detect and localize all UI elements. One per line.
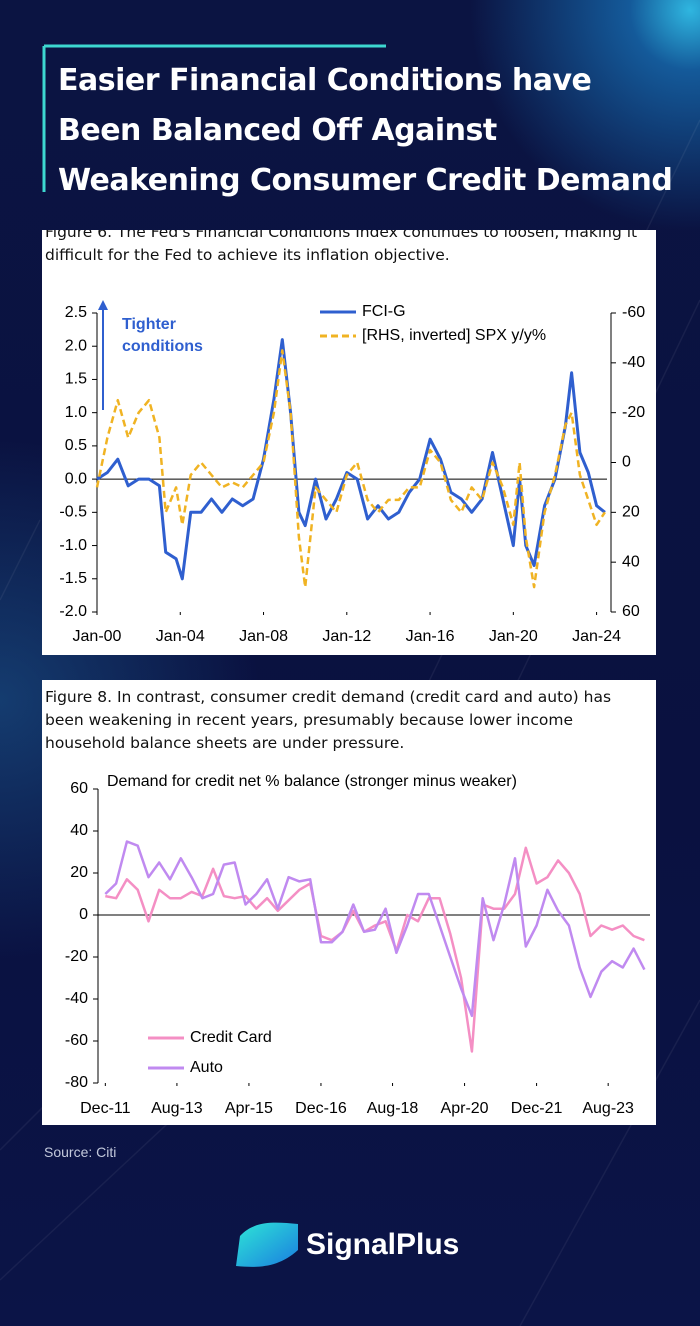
y2-tick-label: 60 <box>622 603 640 620</box>
y-tick-label: -60 <box>65 1032 88 1049</box>
source: Source: Citi <box>44 1144 117 1160</box>
x-tick-label: Apr-20 <box>441 1100 489 1117</box>
x-tick-label: Jan-16 <box>406 628 455 645</box>
legend-label: Credit Card <box>190 1029 272 1046</box>
y-tick-label: 0.0 <box>65 470 87 487</box>
chart-panel <box>42 230 656 655</box>
y-tick-label: 60 <box>70 780 88 797</box>
series-line <box>96 338 606 581</box>
y2-tick-label: 40 <box>622 553 640 570</box>
y-tick-label: -20 <box>65 948 88 965</box>
chart-title: Figure 6. The Fed's Financial Conditions… <box>45 230 638 264</box>
y2-tick-label: -40 <box>622 354 645 371</box>
logo-icon <box>236 1222 298 1267</box>
x-tick-label: Dec-11 <box>80 1100 130 1117</box>
y-tick-label: 0.5 <box>65 437 87 454</box>
series-line <box>104 840 646 1018</box>
chart-title-clip: Figure 6. The Fed's Financial Conditions… <box>42 230 656 290</box>
chart-title: Figure 8. In contrast, consumer credit d… <box>45 688 612 752</box>
y2-tick-label: 0 <box>622 454 631 471</box>
y-tick-label: -2.0 <box>59 603 87 620</box>
x-tick-label: Jan-24 <box>572 628 621 645</box>
annotation-arrowhead <box>98 300 108 310</box>
brand: SignalPlus <box>306 1228 460 1261</box>
series-line <box>95 349 606 589</box>
x-tick-label: Jan-20 <box>489 628 538 645</box>
y-tick-label: 2.5 <box>65 304 87 321</box>
x-tick-label: Jan-12 <box>322 628 371 645</box>
y-tick-label: 1.5 <box>65 371 87 388</box>
series-line <box>105 846 645 1053</box>
y-tick-label: 2.0 <box>65 337 87 354</box>
x-tick-label: Dec-16 <box>295 1100 347 1117</box>
x-tick-label: Jan-04 <box>156 628 205 645</box>
y-tick-label: -1.0 <box>59 537 87 554</box>
legend-label: Auto <box>190 1059 223 1076</box>
y-tick-label: -0.5 <box>59 504 87 521</box>
y2-tick-label: 20 <box>622 504 640 521</box>
chart-subtitle: Demand for credit net % balance (stronge… <box>107 773 517 790</box>
y-tick-label: 20 <box>70 864 88 881</box>
y-tick-label: -80 <box>65 1074 88 1091</box>
x-tick-label: Aug-23 <box>582 1100 634 1117</box>
legend-label: FCI-G <box>362 303 406 320</box>
y-tick-label: -1.5 <box>59 570 87 587</box>
y-tick-label: 0 <box>79 906 88 923</box>
x-tick-label: Aug-13 <box>151 1100 203 1117</box>
x-tick-label: Apr-15 <box>225 1100 273 1117</box>
page-title: Easier Financial Conditions have Been Ba… <box>58 63 673 198</box>
x-tick-label: Aug-18 <box>367 1100 419 1117</box>
x-tick-label: Dec-21 <box>511 1100 563 1117</box>
y-tick-label: 40 <box>70 822 88 839</box>
annotation: Tighter conditions <box>122 316 203 355</box>
x-tick-label: Jan-00 <box>73 628 122 645</box>
y2-tick-label: -60 <box>622 304 645 321</box>
y2-tick-label: -20 <box>622 404 645 421</box>
y-tick-label: -40 <box>65 990 88 1007</box>
legend-label: [RHS, inverted] SPX y/y% <box>362 327 546 344</box>
x-tick-label: Jan-08 <box>239 628 288 645</box>
y-tick-label: 1.0 <box>65 404 87 421</box>
